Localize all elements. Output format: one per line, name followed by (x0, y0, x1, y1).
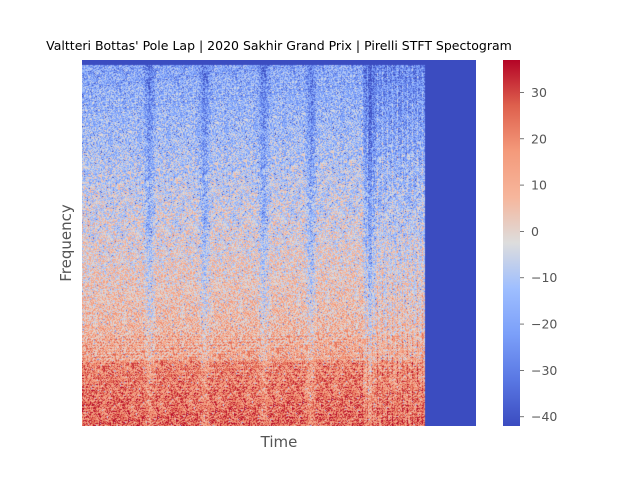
colorbar-tick-label: −20 (531, 317, 557, 332)
colorbar-tick-label: −10 (531, 270, 557, 285)
colorbar: 30 20 10 0 −10 −20 −30 −40 (503, 60, 557, 426)
colorbar-tick-label: 10 (531, 178, 547, 193)
x-axis-label: Time (260, 433, 298, 451)
chart-title: Valtteri Bottas' Pole Lap | 2020 Sakhir … (46, 38, 512, 53)
colorbar-tick-label: −40 (531, 409, 557, 424)
y-axis-label: Frequency (57, 204, 75, 282)
colorbar-gradient (503, 60, 520, 426)
spectrogram-heatmap (82, 60, 476, 426)
colorbar-tick-label: 20 (531, 131, 547, 146)
colorbar-tick-label: −30 (531, 363, 557, 378)
colorbar-tick-label: 0 (531, 224, 539, 239)
colorbar-tick-label: 30 (531, 85, 547, 100)
colorbar-ticks: 30 20 10 0 −10 −20 −30 −40 (520, 85, 557, 424)
spectrogram-image (82, 60, 476, 426)
